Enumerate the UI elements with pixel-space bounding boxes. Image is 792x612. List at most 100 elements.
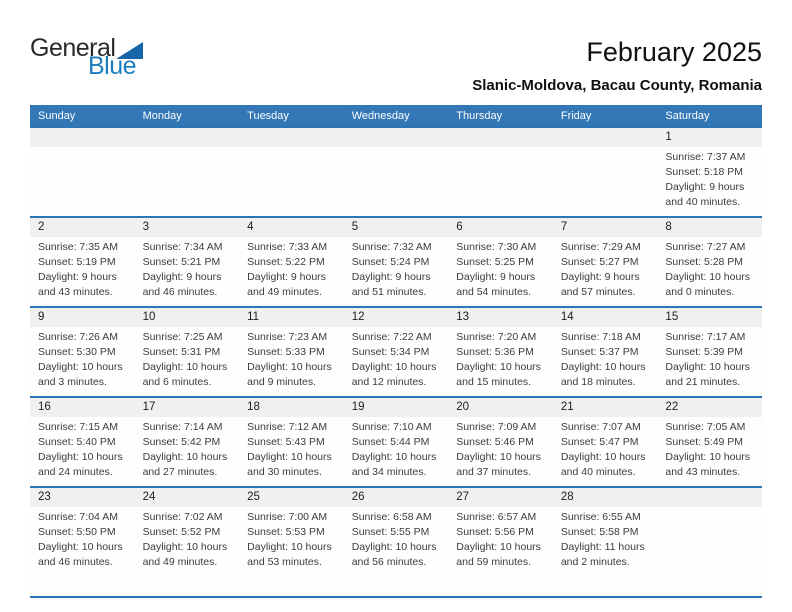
title-block: February 2025 Slanic-Moldova, Bacau Coun…: [472, 37, 762, 93]
info-line: and 51 minutes.: [351, 286, 427, 298]
logo-text-general: General: [30, 34, 144, 62]
info-line: Daylight: 9 hours: [247, 271, 326, 283]
info-line: Daylight: 10 hours: [456, 361, 541, 373]
day-info: Sunrise: 7:18 AM Sunset: 5:37 PM Daylight:…: [553, 327, 658, 390]
info-line: Sunset: 5:55 PM: [351, 526, 430, 538]
info-line: Sunrise: 7:34 AM: [142, 241, 223, 253]
info-line: Daylight: 10 hours: [38, 541, 123, 553]
info-line: Sunset: 5:31 PM: [142, 346, 221, 358]
info-line: and 56 minutes.: [351, 556, 427, 568]
info-line: Sunrise: 7:25 AM: [142, 331, 223, 343]
info-line: Daylight: 10 hours: [38, 361, 123, 373]
day-number: 28: [552, 488, 658, 507]
info-line: and 34 minutes.: [351, 466, 427, 478]
info-line: Sunset: 5:28 PM: [665, 256, 744, 268]
day-cell-9: 9 Sunrise: 7:26 AM Sunset: 5:30 PM Daylight…: [30, 308, 135, 396]
day-info: Sunrise: 7:26 AM Sunset: 5:30 PM Daylight:…: [30, 327, 135, 390]
day-cell-empty: [239, 128, 344, 216]
info-line: Daylight: 10 hours: [665, 361, 751, 373]
info-line: and 54 minutes.: [456, 286, 531, 298]
info-line: and 37 minutes.: [456, 466, 531, 478]
info-line: Daylight: 10 hours: [351, 451, 437, 463]
day-cell-empty: [657, 488, 762, 596]
info-line: Daylight: 10 hours: [247, 361, 332, 373]
info-line: Sunset: 5:18 PM: [665, 166, 744, 178]
logo-word-general: General: [30, 34, 116, 62]
day-number: 20: [448, 398, 553, 417]
week-row: 1 Sunrise: 7:37 AM Sunset: 5:18 PM Daylight…: [30, 126, 762, 216]
info-line: Daylight: 10 hours: [560, 361, 646, 373]
day-cell-7: 7 Sunrise: 7:29 AM Sunset: 5:27 PM Daylight…: [552, 218, 658, 306]
weekday-header-sunday: Sunday: [38, 110, 76, 122]
info-line: Daylight: 9 hours: [665, 181, 745, 193]
info-line: Daylight: 9 hours: [142, 271, 222, 283]
day-info: Sunrise: 6:57 AM Sunset: 5:56 PM Daylight:…: [448, 507, 553, 570]
day-cell-empty: [448, 128, 553, 216]
day-number: 19: [343, 398, 449, 417]
info-line: and 21 minutes.: [665, 376, 741, 388]
day-info: Sunrise: 7:23 AM Sunset: 5:33 PM Daylight:…: [239, 327, 344, 390]
week-row: 16 Sunrise: 7:15 AM Sunset: 5:40 PM Dayligh…: [30, 396, 762, 486]
info-line: and 43 minutes.: [665, 466, 741, 478]
info-line: Sunset: 5:37 PM: [560, 346, 639, 358]
day-info: Sunrise: 7:30 AM Sunset: 5:25 PM Daylight:…: [448, 237, 553, 300]
info-line: and 57 minutes.: [560, 286, 636, 298]
day-info: Sunrise: 7:17 AM Sunset: 5:39 PM Daylight:…: [657, 327, 762, 390]
info-line: Sunset: 5:30 PM: [38, 346, 116, 358]
day-cell-22: 22 Sunrise: 7:05 AM Sunset: 5:49 PM Dayligh…: [657, 398, 762, 486]
info-line: Sunset: 5:52 PM: [142, 526, 221, 538]
info-line: Daylight: 9 hours: [351, 271, 431, 283]
info-line: Sunset: 5:33 PM: [247, 346, 325, 358]
day-number: 5: [343, 218, 449, 237]
day-info: Sunrise: 7:09 AM Sunset: 5:46 PM Daylight:…: [448, 417, 553, 480]
info-line: Sunset: 5:49 PM: [665, 436, 744, 448]
info-line: Sunrise: 7:00 AM: [247, 511, 328, 523]
info-line: Sunset: 5:27 PM: [560, 256, 639, 268]
info-line: Daylight: 9 hours: [560, 271, 640, 283]
info-line: Sunrise: 7:20 AM: [456, 331, 537, 343]
info-line: Sunrise: 7:29 AM: [560, 241, 641, 253]
info-line: Sunset: 5:21 PM: [142, 256, 221, 268]
info-line: Sunset: 5:42 PM: [142, 436, 221, 448]
day-info: Sunrise: 7:33 AM Sunset: 5:22 PM Daylight:…: [239, 237, 344, 300]
info-line: Sunrise: 7:30 AM: [456, 241, 537, 253]
weekday-header-tuesday: Tuesday: [247, 110, 289, 122]
info-line: Sunrise: 7:02 AM: [142, 511, 223, 523]
day-info: Sunrise: 7:02 AM Sunset: 5:52 PM Daylight:…: [135, 507, 240, 570]
day-cell-15: 15 Sunrise: 7:17 AM Sunset: 5:39 PM Dayligh…: [657, 308, 762, 396]
day-number: 18: [239, 398, 344, 417]
day-cell-empty: [30, 128, 135, 216]
day-number: 15: [657, 308, 762, 327]
day-cell-14: 14 Sunrise: 7:18 AM Sunset: 5:37 PM Dayligh…: [552, 308, 658, 396]
day-info: Sunrise: 7:22 AM Sunset: 5:34 PM Daylight:…: [344, 327, 449, 390]
info-line: and 43 minutes.: [38, 286, 113, 298]
day-cell-17: 17 Sunrise: 7:14 AM Sunset: 5:42 PM Dayligh…: [134, 398, 240, 486]
info-line: Sunset: 5:19 PM: [38, 256, 116, 268]
day-info: Sunrise: 7:27 AM Sunset: 5:28 PM Daylight:…: [657, 237, 762, 300]
info-line: Sunrise: 7:05 AM: [665, 421, 746, 433]
info-line: and 24 minutes.: [38, 466, 113, 478]
day-cell-16: 16 Sunrise: 7:15 AM Sunset: 5:40 PM Dayligh…: [30, 398, 135, 486]
info-line: Sunset: 5:43 PM: [247, 436, 325, 448]
day-info: [657, 507, 762, 510]
info-line: and 3 minutes.: [38, 376, 107, 388]
day-cell-empty: [343, 128, 449, 216]
day-cell-13: 13 Sunrise: 7:20 AM Sunset: 5:36 PM Dayligh…: [448, 308, 553, 396]
info-line: Sunrise: 7:14 AM: [142, 421, 223, 433]
logo-word-blue: Blue: [88, 52, 137, 80]
day-info: Sunrise: 7:00 AM Sunset: 5:53 PM Daylight:…: [239, 507, 344, 570]
day-cell-4: 4 Sunrise: 7:33 AM Sunset: 5:22 PM Daylight…: [239, 218, 344, 306]
day-number: 21: [552, 398, 658, 417]
day-number: 17: [134, 398, 240, 417]
day-number: 1: [657, 128, 762, 147]
week-row: 23 Sunrise: 7:04 AM Sunset: 5:50 PM Dayligh…: [30, 486, 762, 596]
info-line: Sunset: 5:53 PM: [247, 526, 325, 538]
day-cell-2: 2 Sunrise: 7:35 AM Sunset: 5:19 PM Daylight…: [30, 218, 135, 306]
info-line: Sunset: 5:34 PM: [351, 346, 430, 358]
day-number: [448, 128, 553, 147]
info-line: and 0 minutes.: [665, 286, 735, 298]
day-number: [657, 488, 762, 507]
info-line: Sunrise: 7:26 AM: [38, 331, 118, 343]
day-cell-8: 8 Sunrise: 7:27 AM Sunset: 5:28 PM Daylight…: [657, 218, 762, 306]
day-info: Sunrise: 7:35 AM Sunset: 5:19 PM Daylight:…: [30, 237, 135, 300]
